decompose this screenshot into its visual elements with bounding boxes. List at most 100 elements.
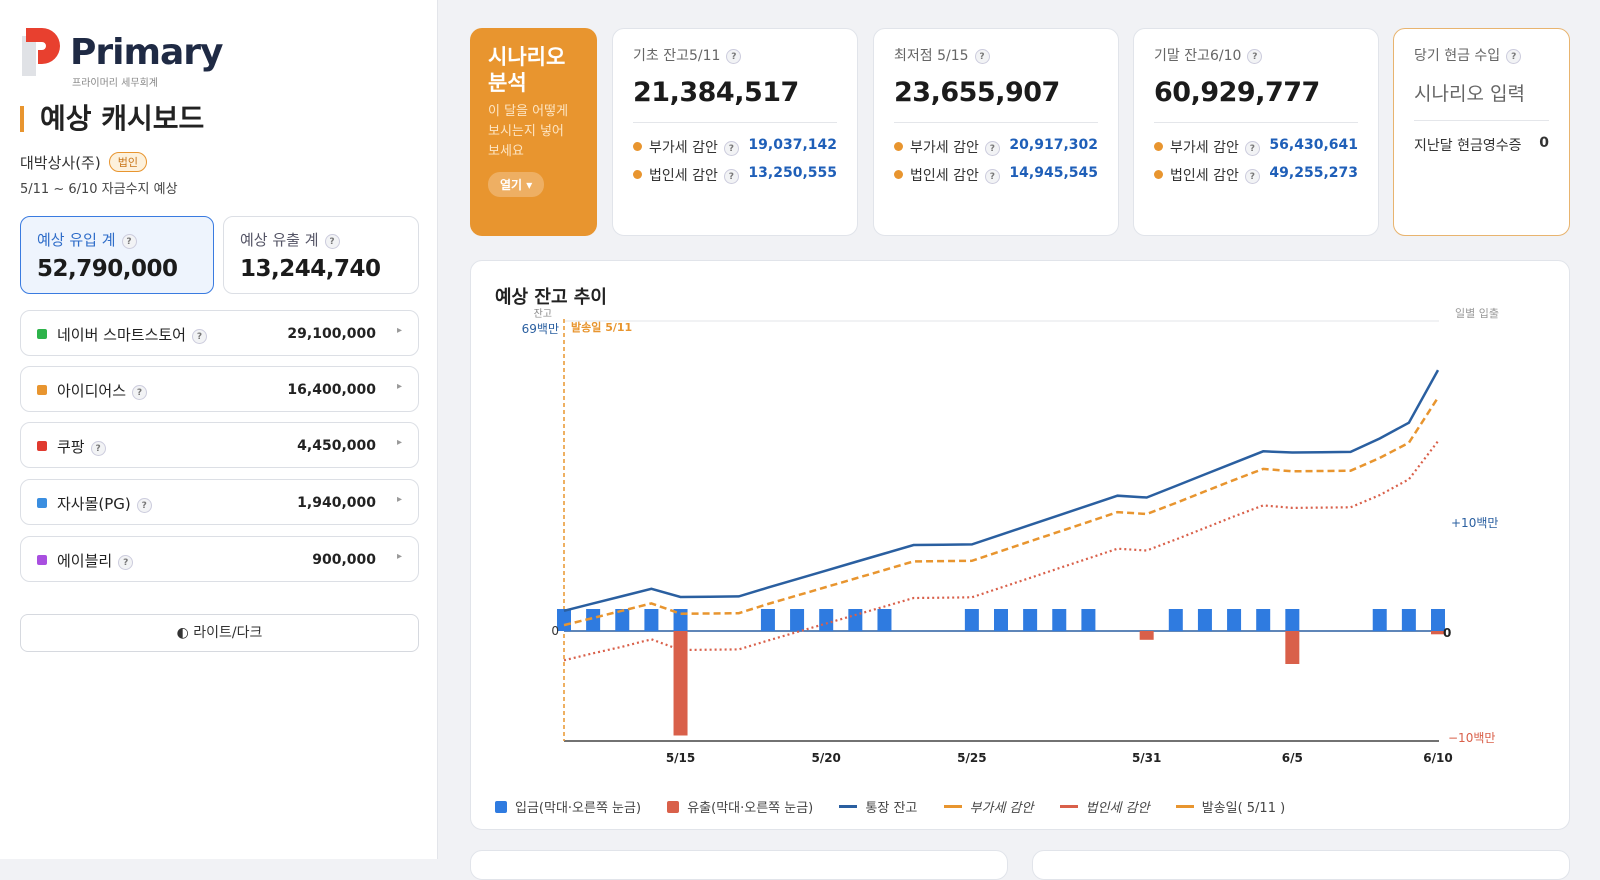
left-top-tick: 69백만: [522, 322, 559, 336]
company-label: 대박상사(주): [20, 154, 101, 172]
x-tick-label: 5/20: [811, 751, 840, 765]
channel-idus[interactable]: 아이디어스? 16,400,000 ▸: [20, 366, 419, 412]
channel-coupang[interactable]: 쿠팡? 4,450,000 ▸: [20, 422, 419, 468]
help-icon[interactable]: ?: [723, 141, 739, 156]
bullet-icon: [1154, 142, 1163, 151]
sidebar: Primary 프라이머리 세무회계 예상 캐시보드 대박상사(주) 법인 5/1…: [0, 0, 438, 859]
help-icon[interactable]: ?: [136, 498, 152, 513]
legend-item-inflow[interactable]: 입금(막대·오른쪽 눈금): [495, 797, 641, 816]
inflow-bar: [760, 609, 775, 631]
outflow-total-label: 예상 유출 계?: [240, 229, 402, 250]
scenario-open-button[interactable]: 열기 ▾: [488, 172, 545, 197]
channel-ably[interactable]: 에이블리? 900,000 ▸: [20, 536, 419, 582]
channel-name: 쿠팡?: [57, 436, 106, 457]
legend-item-outflow[interactable]: 유출(막대·오른쪽 눈금): [667, 797, 813, 816]
stat-vat-label: 부가세 감안: [649, 140, 718, 156]
divider: [894, 122, 1098, 123]
stat-corp-label: 법인세 감안: [910, 168, 979, 184]
outflow-bar: [1139, 631, 1154, 640]
channel-color-dot: [37, 498, 47, 508]
chevron-right-icon: ▸: [396, 325, 402, 336]
help-icon[interactable]: ?: [1244, 169, 1260, 184]
inflow-total-card[interactable]: 예상 유입 계? 52,790,000: [20, 216, 214, 294]
help-icon[interactable]: ?: [1247, 49, 1263, 64]
help-icon[interactable]: ?: [984, 169, 1000, 184]
inflow-bar: [1168, 609, 1183, 631]
help-icon[interactable]: ?: [118, 555, 134, 570]
right-zero-tick: 0: [1443, 626, 1451, 640]
stat-card-lowest-point: 최저점 5/15? 23,655,907 부가세 감안? 20,917,302 법…: [873, 28, 1119, 236]
inflow-total-label: 예상 유입 계?: [37, 229, 197, 250]
period-label: 5/11 ~ 6/10 자금수지 예상: [20, 182, 178, 197]
legend-item-ship-date[interactable]: 발송일( 5/11 ): [1175, 797, 1285, 816]
channel-value: 900,000: [312, 552, 376, 568]
outflow-bar: [1431, 631, 1445, 635]
bullet-icon: [1154, 170, 1163, 179]
inflow-bar: [557, 609, 571, 631]
help-icon[interactable]: ?: [1506, 49, 1522, 64]
legend-item-balance[interactable]: 통장 잔고: [839, 797, 917, 816]
stat-vat-label: 부가세 감안: [910, 140, 979, 156]
channel-name: 네이버 스마트스토어?: [57, 324, 207, 345]
stat-vat-value: 19,037,142: [748, 137, 837, 153]
cash-income-label: 당기 현금 수입?: [1414, 45, 1549, 65]
help-icon[interactable]: ?: [984, 141, 1000, 156]
help-icon[interactable]: ?: [726, 49, 742, 64]
channel-color-dot: [37, 329, 47, 339]
channel-name-text: 자사몰(PG): [57, 495, 131, 513]
brand-subtitle: 프라이머리 세무회계: [72, 78, 158, 89]
brand-name: Primary: [70, 32, 224, 73]
balance-trend-chart: 잔고 69백만 0 발송일 5/11 일별 입출 +10백만 0 −10백만 5/15 5/20 5…: [522, 306, 1499, 765]
cash-receipt-row: 지난달 현금영수증 0: [1414, 135, 1549, 155]
cash-receipt-value: 0: [1539, 135, 1549, 151]
help-icon[interactable]: ?: [191, 329, 207, 344]
stat-card-closing-balance: 기말 잔고6/10? 60,929,777 부가세 감안? 56,430,641 …: [1133, 28, 1379, 236]
bullet-icon: [894, 142, 903, 151]
stat-vat-value: 56,430,641: [1269, 137, 1358, 153]
channel-naver[interactable]: 네이버 스마트스토어? 29,100,000 ▸: [20, 310, 419, 356]
scenario-card[interactable]: 시나리오 분석 이 달을 어떻게 보시는지 넣어 보세요 열기 ▾: [470, 28, 597, 236]
inflow-bar: [615, 609, 630, 631]
legend-item-corp-tax[interactable]: 법인세 감안: [1059, 797, 1150, 816]
inflow-bar: [964, 609, 979, 631]
balance-series-line: [563, 369, 1440, 613]
help-icon[interactable]: ?: [121, 234, 137, 249]
inflow-label-text: 예상 유입 계: [37, 231, 116, 249]
inflow-bar: [1197, 609, 1212, 631]
channel-name-text: 네이버 스마트스토어: [57, 326, 186, 344]
page-title: 예상 캐시보드: [20, 105, 204, 133]
legend-swatch: [943, 805, 962, 808]
inflow-total-value: 52,790,000: [37, 256, 178, 282]
stat-corp-row: 법인세 감안? 14,945,545: [894, 165, 1098, 193]
help-icon[interactable]: ?: [132, 385, 148, 400]
channel-value: 16,400,000: [287, 382, 376, 398]
scenario-input[interactable]: 시나리오 입력: [1414, 83, 1525, 105]
primary-logo-icon: [22, 28, 60, 76]
help-icon[interactable]: ?: [723, 169, 739, 184]
help-icon[interactable]: ?: [90, 441, 106, 456]
stat-vat-label: 부가세 감안: [1170, 140, 1239, 156]
channel-color-dot: [37, 555, 47, 565]
channel-name: 에이블리?: [57, 550, 134, 571]
help-icon[interactable]: ?: [1244, 141, 1260, 156]
chart-legend: 입금(막대·오른쪽 눈금) 유출(막대·오른쪽 눈금) 통장 잔고 부가세 감안…: [495, 797, 1307, 816]
help-icon[interactable]: ?: [324, 234, 340, 249]
stat-vat-row: 부가세 감안? 19,037,142: [633, 137, 837, 165]
company-name: 대박상사(주) 법인: [20, 152, 147, 173]
legend-item-vat[interactable]: 부가세 감안: [943, 797, 1033, 816]
x-tick-label: 5/31: [1132, 751, 1161, 765]
bullet-icon: [633, 170, 642, 179]
theme-toggle-button[interactable]: ◐ 라이트/다크: [20, 614, 419, 652]
x-tick-label: 5/25: [957, 751, 986, 765]
stat-label: 기말 잔고6/10?: [1154, 45, 1358, 65]
outflow-total-card[interactable]: 예상 유출 계? 13,244,740: [223, 216, 419, 294]
outflow-bar: [673, 631, 688, 736]
legend-label: 유출(막대·오른쪽 눈금): [687, 801, 814, 816]
inflow-bar: [1401, 609, 1416, 631]
channel-own-mall[interactable]: 자사몰(PG)? 1,940,000 ▸: [20, 479, 419, 525]
stat-label-text: 최저점 5/15: [894, 48, 969, 64]
help-icon[interactable]: ?: [974, 49, 990, 64]
inflow-bar: [1256, 609, 1271, 631]
cash-income-card[interactable]: 당기 현금 수입? 시나리오 입력 지난달 현금영수증 0: [1393, 28, 1570, 236]
stat-corp-label: 법인세 감안: [1170, 168, 1239, 184]
